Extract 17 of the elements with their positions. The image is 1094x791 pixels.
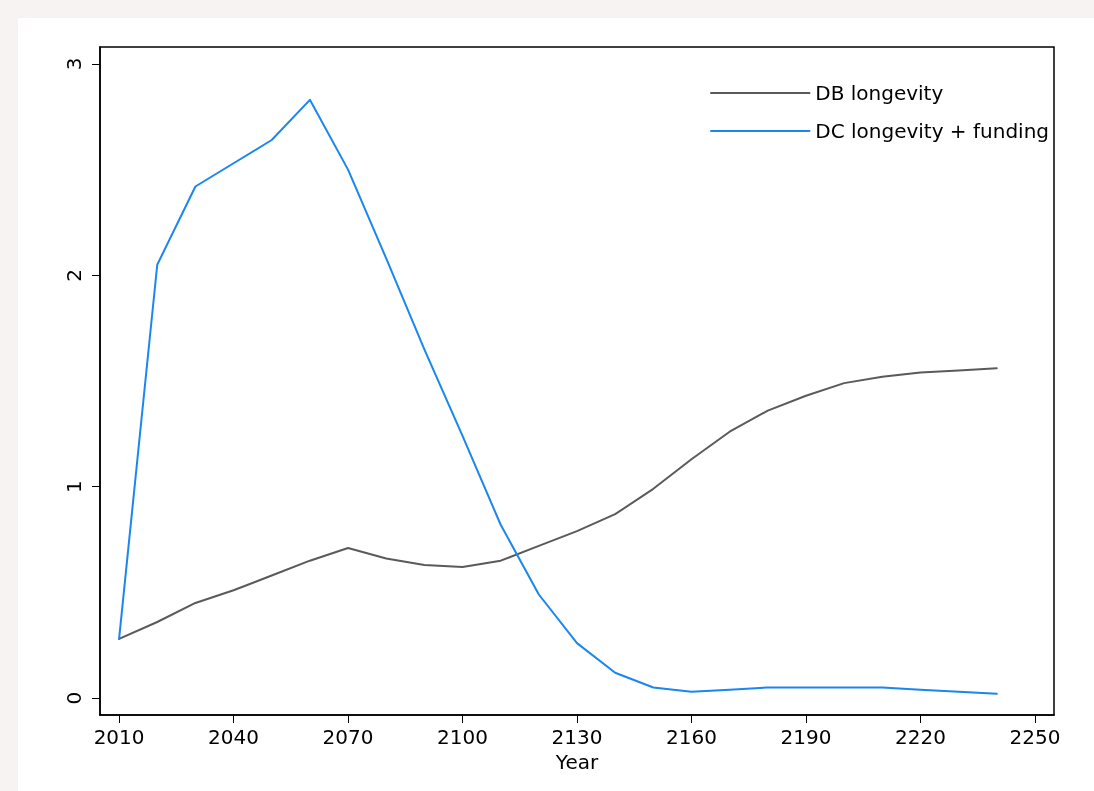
legend-label: DC longevity + funding bbox=[815, 119, 1049, 143]
y-tick-label: 3 bbox=[62, 57, 86, 71]
x-tick-label: 2250 bbox=[1009, 725, 1061, 749]
y-tick-label: 0 bbox=[62, 691, 86, 705]
legend-label: DB longevity bbox=[815, 81, 944, 105]
x-tick-label: 2190 bbox=[780, 725, 832, 749]
x-tick-label: 2070 bbox=[322, 725, 374, 749]
y-tick-label: 2 bbox=[62, 268, 86, 282]
x-tick-label: 2130 bbox=[551, 725, 603, 749]
x-tick-label: 2010 bbox=[93, 725, 145, 749]
x-axis-title: Year bbox=[554, 749, 599, 774]
line-series bbox=[118, 367, 998, 640]
x-tick-label: 2040 bbox=[208, 725, 260, 749]
x-tick-label: 2160 bbox=[666, 725, 717, 749]
x-tick-label: 2100 bbox=[437, 725, 488, 749]
y-tick-label: 1 bbox=[62, 480, 86, 494]
x-tick-label: 2220 bbox=[894, 725, 946, 749]
